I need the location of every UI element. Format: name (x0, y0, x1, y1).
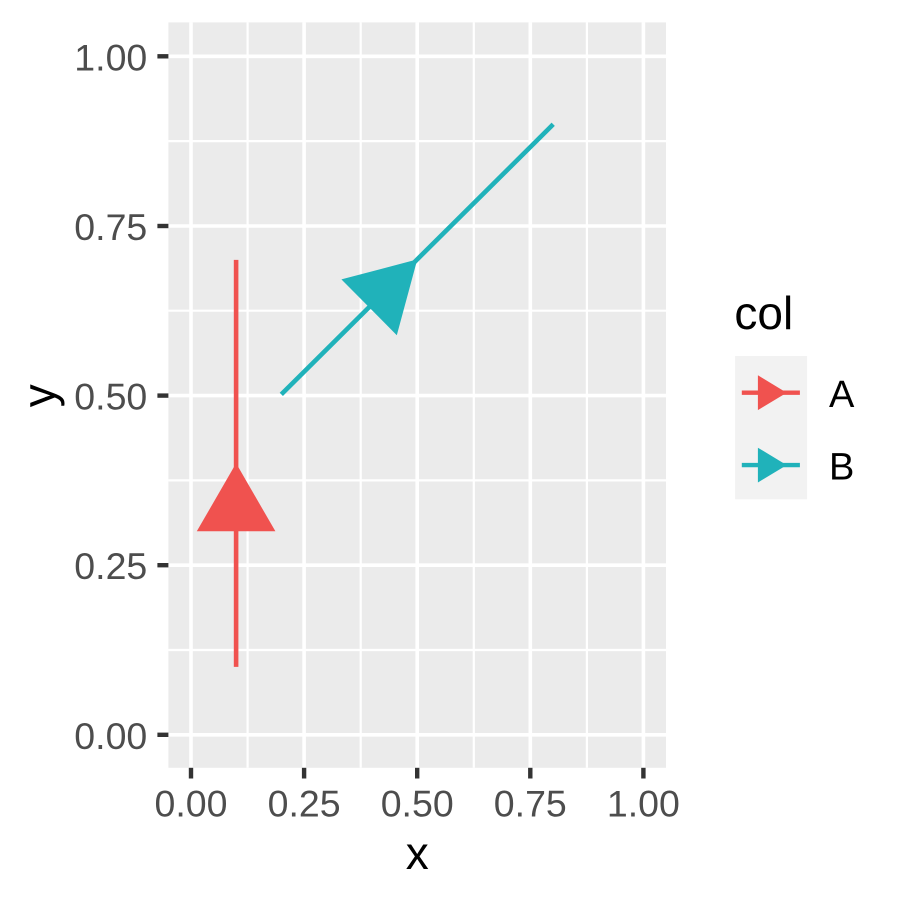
svg-text:0.50: 0.50 (74, 376, 147, 418)
svg-text:1.00: 1.00 (74, 36, 147, 78)
svg-text:col: col (734, 287, 793, 339)
svg-text:0.25: 0.25 (74, 545, 147, 587)
svg-text:0.00: 0.00 (155, 782, 228, 824)
svg-text:A: A (829, 374, 855, 416)
svg-text:1.00: 1.00 (607, 782, 680, 824)
svg-text:0.50: 0.50 (381, 782, 454, 824)
svg-text:0.75: 0.75 (494, 782, 567, 824)
svg-text:x: x (406, 827, 429, 879)
svg-text:0.00: 0.00 (74, 715, 147, 757)
svg-text:y: y (13, 384, 65, 407)
svg-text:0.75: 0.75 (74, 206, 147, 248)
svg-text:B: B (829, 446, 854, 488)
svg-text:0.25: 0.25 (268, 782, 341, 824)
